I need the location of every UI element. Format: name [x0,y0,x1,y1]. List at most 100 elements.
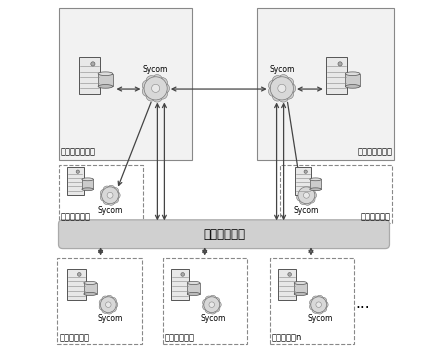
FancyBboxPatch shape [278,269,296,300]
Bar [270,258,354,344]
Circle shape [76,170,79,173]
FancyBboxPatch shape [67,269,86,300]
Circle shape [312,306,319,313]
Bar [57,258,142,344]
Circle shape [297,194,304,201]
Bar [59,165,143,223]
Circle shape [102,306,109,313]
Circle shape [209,295,216,302]
Circle shape [152,75,162,85]
Circle shape [159,83,169,94]
Circle shape [181,272,185,276]
Circle shape [100,194,108,201]
Circle shape [299,186,307,194]
Bar [280,165,392,223]
Text: Sycom: Sycom [308,314,333,323]
Circle shape [272,91,283,101]
Circle shape [321,301,328,308]
Ellipse shape [310,178,321,181]
Ellipse shape [294,281,307,284]
Circle shape [109,305,116,312]
Bar [310,179,321,189]
Circle shape [146,91,156,101]
Circle shape [307,188,315,195]
Text: ...: ... [355,296,370,312]
Circle shape [268,80,279,90]
FancyBboxPatch shape [327,57,347,94]
FancyBboxPatch shape [171,269,189,300]
Circle shape [111,301,118,308]
FancyBboxPatch shape [59,220,389,249]
Text: 子站服务器１: 子站服务器１ [59,334,89,342]
Circle shape [283,77,294,88]
Circle shape [310,299,317,306]
Text: Sycom: Sycom [294,206,319,215]
Circle shape [144,77,167,100]
FancyBboxPatch shape [67,166,83,195]
Circle shape [283,89,294,99]
Bar [345,74,360,86]
Text: Sycom: Sycom [269,65,294,74]
Circle shape [298,187,315,204]
FancyBboxPatch shape [59,8,193,160]
Circle shape [103,186,111,194]
Circle shape [297,189,304,197]
Circle shape [102,296,109,303]
Ellipse shape [98,84,113,88]
Circle shape [157,89,168,99]
Circle shape [285,83,296,94]
Circle shape [146,76,156,86]
Circle shape [272,76,283,86]
Ellipse shape [345,84,360,88]
Circle shape [103,197,111,205]
Text: 业务服务器１: 业务服务器１ [61,213,91,221]
Text: 主数据库服务器: 主数据库服务器 [61,148,96,157]
FancyBboxPatch shape [79,57,100,94]
Ellipse shape [98,72,113,76]
Circle shape [312,296,319,303]
Circle shape [209,307,216,314]
Text: Sycom: Sycom [143,65,168,74]
Text: 业务服务器２: 业务服务器２ [361,213,391,221]
Bar [84,283,97,294]
Circle shape [157,77,168,88]
Bar [294,283,307,294]
Circle shape [142,86,153,96]
Circle shape [205,306,212,313]
Circle shape [307,196,315,203]
Circle shape [304,170,307,173]
Circle shape [278,92,289,102]
Circle shape [108,185,115,193]
Circle shape [209,302,215,307]
Ellipse shape [84,293,97,296]
Circle shape [202,299,210,306]
Bar [98,74,113,86]
Circle shape [106,302,111,307]
Text: Sycom: Sycom [97,206,123,215]
Circle shape [311,297,327,313]
Circle shape [151,84,159,92]
FancyBboxPatch shape [295,166,311,195]
Circle shape [152,92,162,102]
Circle shape [270,77,293,100]
Circle shape [316,302,321,307]
Ellipse shape [345,72,360,76]
Ellipse shape [310,188,321,191]
Circle shape [213,297,220,304]
Circle shape [319,297,327,304]
Circle shape [102,187,118,204]
Circle shape [268,86,279,96]
Circle shape [107,192,113,198]
Text: Sycom: Sycom [201,314,226,323]
Circle shape [202,303,210,310]
Circle shape [319,305,327,312]
Circle shape [106,295,113,302]
Bar [163,258,247,344]
Circle shape [106,307,113,314]
Circle shape [316,295,323,302]
Text: 子站服务器２: 子站服务器２ [164,334,194,342]
Circle shape [278,84,286,92]
Text: 骨干通信网络: 骨干通信网络 [203,228,245,241]
Ellipse shape [187,293,200,296]
Circle shape [99,299,106,306]
